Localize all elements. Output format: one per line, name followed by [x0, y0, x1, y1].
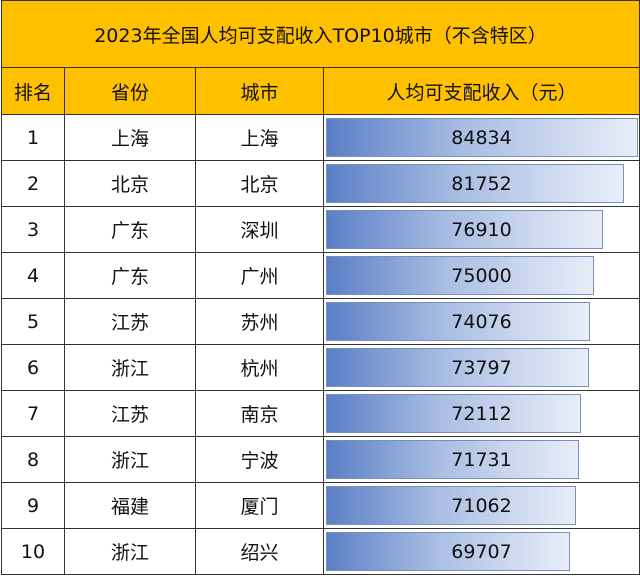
rank-cell: 10 — [1, 528, 65, 575]
income-cell: 81752 — [323, 160, 640, 207]
province-cell: 广东 — [64, 206, 196, 253]
rank-cell: 9 — [1, 482, 65, 529]
city-cell: 厦门 — [195, 482, 324, 529]
table-row: 9 福建 厦门 71062 — [1, 482, 640, 529]
income-cell: 76910 — [323, 206, 640, 253]
province-cell: 上海 — [64, 114, 196, 161]
income-bar — [326, 532, 570, 571]
table-row: 2 北京 北京 81752 — [1, 160, 640, 207]
income-value: 84834 — [451, 126, 512, 149]
city-cell: 北京 — [195, 160, 324, 207]
table-row: 8 浙江 宁波 71731 — [1, 436, 640, 483]
income-bar — [326, 348, 589, 387]
rank-cell: 1 — [1, 114, 65, 161]
income-bar — [326, 440, 579, 479]
rank-cell: 5 — [1, 298, 65, 345]
table-row: 3 广东 深圳 76910 — [1, 206, 640, 253]
income-cell: 72112 — [323, 390, 640, 437]
table-row: 4 广东 广州 75000 — [1, 252, 640, 299]
province-cell: 江苏 — [64, 298, 196, 345]
income-bar — [326, 394, 581, 433]
income-value: 75000 — [451, 264, 512, 287]
table-row: 1 上海 上海 84834 — [1, 114, 640, 161]
income-cell: 84834 — [323, 114, 640, 161]
title-row: 2023年全国人均可支配收入TOP10城市（不含特区） — [1, 0, 640, 68]
city-cell: 南京 — [195, 390, 324, 437]
table-row: 5 江苏 苏州 74076 — [1, 298, 640, 345]
income-cell: 71731 — [323, 436, 640, 483]
rank-cell: 8 — [1, 436, 65, 483]
income-bar — [326, 302, 590, 341]
table-row: 10 浙江 绍兴 69707 — [1, 528, 640, 575]
header-province: 省份 — [64, 67, 196, 115]
income-cell: 74076 — [323, 298, 640, 345]
rank-cell: 7 — [1, 390, 65, 437]
income-value: 81752 — [451, 172, 512, 195]
table-body: 1 上海 上海 84834 2 北京 北京 81752 3 广东 深圳 76910 4 广东 广州 75000… — [1, 114, 640, 575]
table-row: 6 浙江 杭州 73797 — [1, 344, 640, 391]
income-bar — [326, 256, 594, 295]
income-cell: 75000 — [323, 252, 640, 299]
income-value: 76910 — [451, 218, 512, 241]
city-cell: 苏州 — [195, 298, 324, 345]
table-row: 7 江苏 南京 72112 — [1, 390, 640, 437]
province-cell: 浙江 — [64, 528, 196, 575]
province-cell: 福建 — [64, 482, 196, 529]
income-value: 72112 — [451, 402, 512, 425]
income-bar — [326, 486, 576, 525]
income-cell: 69707 — [323, 528, 640, 575]
rank-cell: 4 — [1, 252, 65, 299]
income-value: 69707 — [451, 540, 512, 563]
income-bar — [326, 164, 624, 203]
city-cell: 深圳 — [195, 206, 324, 253]
city-cell: 广州 — [195, 252, 324, 299]
income-bar — [326, 118, 638, 157]
header-row: 排名 省份 城市 人均可支配收入（元） — [1, 67, 640, 115]
income-cell: 73797 — [323, 344, 640, 391]
income-bar — [326, 210, 603, 249]
income-value: 73797 — [451, 356, 512, 379]
province-cell: 浙江 — [64, 436, 196, 483]
rank-cell: 2 — [1, 160, 65, 207]
city-cell: 上海 — [195, 114, 324, 161]
header-rank: 排名 — [1, 67, 65, 115]
header-city: 城市 — [195, 67, 324, 115]
income-value: 71731 — [451, 448, 512, 471]
province-cell: 江苏 — [64, 390, 196, 437]
table-title: 2023年全国人均可支配收入TOP10城市（不含特区） — [1, 0, 640, 68]
city-cell: 绍兴 — [195, 528, 324, 575]
province-cell: 广东 — [64, 252, 196, 299]
income-value: 71062 — [451, 494, 512, 517]
city-cell: 宁波 — [195, 436, 324, 483]
income-cell: 71062 — [323, 482, 640, 529]
header-income: 人均可支配收入（元） — [323, 67, 640, 115]
province-cell: 浙江 — [64, 344, 196, 391]
city-cell: 杭州 — [195, 344, 324, 391]
income-value: 74076 — [451, 310, 512, 333]
rank-cell: 3 — [1, 206, 65, 253]
rank-cell: 6 — [1, 344, 65, 391]
province-cell: 北京 — [64, 160, 196, 207]
